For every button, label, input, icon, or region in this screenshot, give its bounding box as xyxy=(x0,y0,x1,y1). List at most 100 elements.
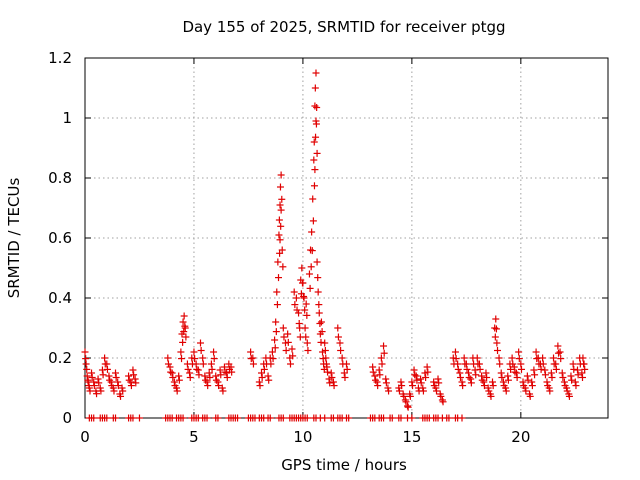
data-point xyxy=(308,247,316,255)
data-point xyxy=(417,379,425,387)
data-point xyxy=(580,360,588,368)
data-point xyxy=(314,288,322,296)
data-point xyxy=(112,374,120,381)
data-point xyxy=(175,372,183,380)
data-point xyxy=(382,375,390,383)
data-point xyxy=(521,384,529,392)
data-point xyxy=(199,354,207,362)
data-point xyxy=(310,182,318,190)
data-point xyxy=(279,263,287,271)
data-point xyxy=(275,274,283,282)
data-point xyxy=(489,378,497,386)
data-point xyxy=(574,371,582,379)
data-point xyxy=(129,414,137,422)
data-point xyxy=(385,387,393,395)
data-point xyxy=(408,414,416,422)
data-point xyxy=(569,360,577,368)
data-point xyxy=(258,369,266,377)
data-point xyxy=(119,387,127,395)
data-point xyxy=(179,338,187,346)
data-point xyxy=(451,348,459,356)
data-point xyxy=(541,366,549,374)
data-point xyxy=(315,309,323,317)
data-point xyxy=(169,374,177,381)
data-point xyxy=(432,384,440,392)
data-point xyxy=(480,378,488,386)
data-point xyxy=(293,306,301,314)
data-point xyxy=(314,274,322,282)
data-point xyxy=(204,382,212,390)
data-point xyxy=(401,396,409,404)
data-point xyxy=(307,263,315,271)
y-tick-label: 1.2 xyxy=(48,49,72,67)
data-point xyxy=(312,120,320,128)
data-point xyxy=(341,374,349,381)
data-point xyxy=(103,414,111,422)
data-point xyxy=(279,414,287,422)
data-point xyxy=(502,387,510,395)
data-point xyxy=(256,382,264,390)
data-point xyxy=(127,382,135,390)
data-point xyxy=(290,288,298,296)
data-point xyxy=(95,379,103,387)
data-point xyxy=(531,371,539,379)
data-point xyxy=(557,355,565,363)
data-point xyxy=(299,279,307,287)
data-point xyxy=(221,368,229,376)
data-point xyxy=(117,392,125,400)
data-point xyxy=(301,306,309,314)
data-point xyxy=(318,328,326,336)
data-point xyxy=(373,378,381,386)
data-point xyxy=(410,366,418,374)
data-point xyxy=(197,347,205,354)
data-point xyxy=(90,382,98,390)
data-point xyxy=(90,414,98,422)
data-point xyxy=(83,372,91,380)
chart-title: Day 155 of 2025, SRMTID for receiver ptg… xyxy=(182,18,505,36)
data-point xyxy=(274,258,282,266)
data-point xyxy=(273,301,281,309)
data-point xyxy=(194,366,202,374)
data-point xyxy=(340,369,348,377)
data-point xyxy=(207,360,215,368)
data-point xyxy=(289,352,297,360)
data-point xyxy=(400,392,408,400)
data-point xyxy=(343,360,350,368)
data-point xyxy=(277,222,285,230)
data-point xyxy=(539,360,547,368)
data-point xyxy=(258,374,266,381)
data-point xyxy=(110,387,118,395)
data-point xyxy=(220,363,228,371)
data-point xyxy=(485,387,493,395)
data-point xyxy=(302,300,310,308)
data-point xyxy=(321,339,329,347)
data-point xyxy=(376,371,384,379)
data-point xyxy=(409,382,417,390)
data-point xyxy=(184,365,192,373)
data-point xyxy=(543,378,551,386)
data-point xyxy=(380,349,388,357)
data-point xyxy=(199,360,207,368)
data-point xyxy=(109,384,117,392)
data-point xyxy=(255,378,263,386)
data-point xyxy=(512,369,520,377)
data-point xyxy=(482,369,490,377)
data-point xyxy=(424,368,432,376)
data-point xyxy=(216,366,224,374)
data-point xyxy=(456,369,464,377)
data-point xyxy=(459,382,467,390)
data-point xyxy=(130,371,138,379)
data-point xyxy=(334,333,342,341)
y-axis-label: SRMTID / TECUs xyxy=(5,178,23,299)
data-point xyxy=(103,360,111,368)
data-point xyxy=(313,258,321,266)
data-point xyxy=(186,369,194,377)
data-point xyxy=(550,354,558,362)
data-point xyxy=(475,360,483,368)
data-point xyxy=(496,360,504,368)
data-point xyxy=(519,378,527,386)
data-point xyxy=(462,360,470,368)
data-point xyxy=(417,375,425,383)
axis-ticks: 0 5 10 15 20 0 0.2 0.4 0.6 0.8 1 1.2 xyxy=(48,49,608,446)
